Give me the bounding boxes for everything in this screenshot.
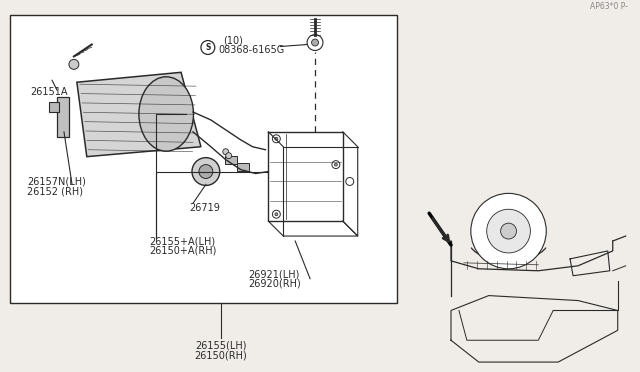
Text: 26155(LH): 26155(LH) — [195, 340, 246, 350]
Text: AP63*0 P-: AP63*0 P- — [589, 2, 628, 11]
Text: 26150+A(RH): 26150+A(RH) — [149, 246, 217, 256]
Bar — [57, 97, 69, 137]
Circle shape — [307, 35, 323, 51]
Bar — [10, 15, 397, 302]
Text: 26155+A(LH): 26155+A(LH) — [149, 236, 216, 246]
Text: (10): (10) — [223, 36, 243, 45]
Circle shape — [273, 210, 280, 218]
Circle shape — [346, 177, 354, 185]
Text: 26920(RH): 26920(RH) — [248, 279, 301, 289]
Circle shape — [275, 213, 278, 216]
Circle shape — [486, 209, 531, 253]
Text: 08368-6165G: 08368-6165G — [219, 45, 285, 55]
Circle shape — [312, 39, 319, 46]
Bar — [49, 102, 59, 112]
Bar — [225, 155, 237, 164]
Bar — [237, 163, 248, 170]
Circle shape — [226, 153, 232, 158]
Circle shape — [223, 149, 228, 155]
Text: S: S — [205, 43, 211, 52]
Circle shape — [275, 137, 278, 140]
Text: 26152 (RH): 26152 (RH) — [28, 186, 83, 196]
Text: 26719: 26719 — [189, 203, 220, 213]
Circle shape — [500, 223, 516, 239]
Polygon shape — [77, 72, 201, 157]
Circle shape — [273, 135, 280, 143]
Circle shape — [471, 193, 547, 269]
Text: 26151A: 26151A — [30, 87, 68, 97]
Circle shape — [69, 60, 79, 69]
Text: 26921(LH): 26921(LH) — [248, 270, 300, 280]
Circle shape — [192, 158, 220, 185]
Circle shape — [201, 41, 215, 54]
Circle shape — [332, 161, 340, 169]
Circle shape — [199, 164, 213, 179]
Ellipse shape — [139, 77, 193, 151]
Circle shape — [334, 163, 337, 166]
Text: 26150(RH): 26150(RH) — [195, 350, 247, 360]
Text: 26157N(LH): 26157N(LH) — [28, 176, 86, 186]
